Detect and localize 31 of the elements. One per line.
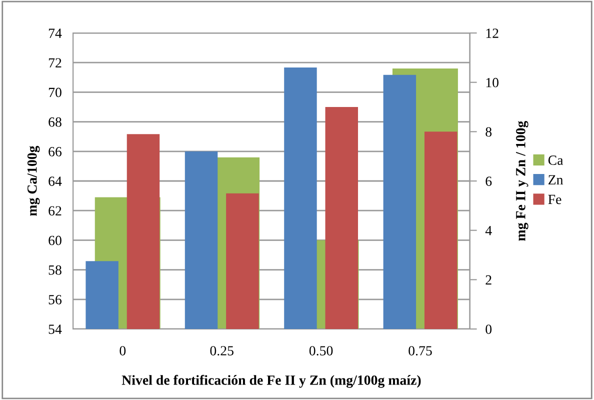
y2-tick-label: 8 xyxy=(486,127,492,137)
y2-tick-label: 6 xyxy=(486,176,492,186)
y-tick-label: 74 xyxy=(48,28,62,38)
x-tick-label: 0.75 xyxy=(408,346,432,356)
y-tick-label: 62 xyxy=(48,206,62,216)
y-tick-label: 66 xyxy=(48,147,62,156)
y2-tick-label: 12 xyxy=(486,28,498,38)
y-tick-label: 56 xyxy=(48,295,62,304)
y2-tick-label: 10 xyxy=(486,78,498,88)
bar xyxy=(424,132,458,329)
y-tick-label: 72 xyxy=(48,58,62,68)
bar xyxy=(284,68,317,329)
y2-tick-label: 4 xyxy=(485,226,492,236)
bar xyxy=(86,261,118,329)
x-tick-label: 0 xyxy=(120,346,126,356)
x-tick-label: 0.25 xyxy=(210,346,234,356)
y-tick-label: 70 xyxy=(48,88,62,98)
legend-label: Fe xyxy=(548,194,562,204)
y-tick-label: 58 xyxy=(48,265,62,275)
y-tick-label: 60 xyxy=(48,236,62,246)
y2-tick-label: 0 xyxy=(486,324,492,334)
y-tick-label: 64 xyxy=(48,176,62,186)
y2-tick-label: 2 xyxy=(486,275,492,284)
y-tick-label: 54 xyxy=(48,324,62,334)
x-axis-title: Nivel de fortificación de Fe II y Zn (mg/100g maíz) xyxy=(122,374,421,388)
y2-axis-title: mg Fe II y Zn / 100g xyxy=(516,120,528,241)
y-tick-label: 68 xyxy=(48,117,62,127)
legend-label: Zn xyxy=(548,175,564,184)
x-tick-label: 0.50 xyxy=(309,346,333,356)
legend-label: Ca xyxy=(548,156,564,165)
y-axis-title: mg Ca/100g xyxy=(27,146,40,216)
